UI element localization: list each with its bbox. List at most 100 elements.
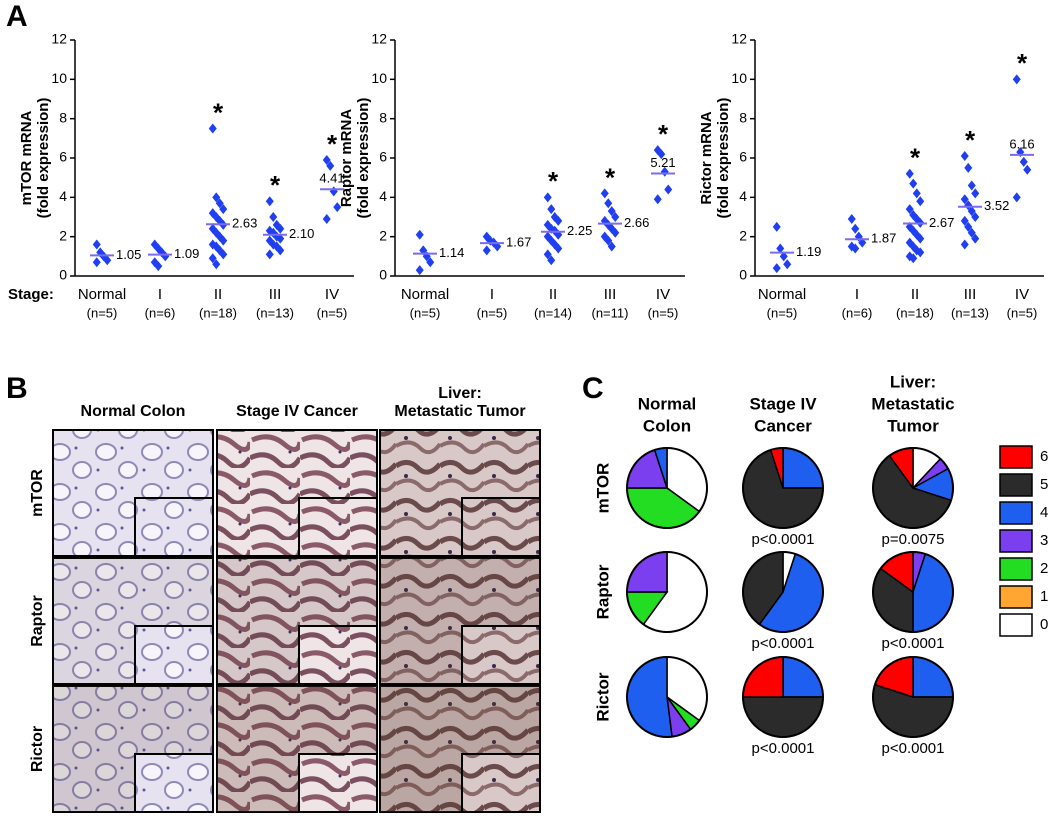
micrograph-inset <box>298 625 378 685</box>
data-point <box>964 221 973 232</box>
significance-marker: * <box>327 129 338 159</box>
n-label: (n=18) <box>199 305 237 320</box>
p-value: p<0.0001 <box>882 740 945 757</box>
n-label: (n=5) <box>477 305 508 320</box>
micrograph-inset <box>134 497 214 557</box>
data-point <box>776 243 785 254</box>
x-tick-label: IV <box>1015 286 1029 303</box>
mean-label: 5.21 <box>650 155 675 170</box>
data-point <box>92 239 101 250</box>
legend-swatch <box>999 445 1033 469</box>
data-point <box>269 212 278 222</box>
data-point <box>664 184 673 195</box>
legend-swatch <box>999 529 1033 553</box>
column-header: Liver: <box>890 372 936 391</box>
data-point <box>967 227 976 238</box>
legend-label: 4 <box>1040 504 1048 521</box>
significance-marker: * <box>965 125 976 155</box>
mean-label: 1.19 <box>796 244 821 259</box>
data-point <box>326 160 335 171</box>
legend-swatch <box>999 613 1033 637</box>
pie-outline <box>872 551 954 633</box>
mean-label: 2.25 <box>567 223 592 238</box>
x-tick-label: II <box>911 286 919 303</box>
column-header: Metastatic <box>871 394 954 413</box>
micrograph-inset <box>461 625 541 685</box>
p-value: p=0.0075 <box>882 531 945 548</box>
data-point <box>103 255 112 266</box>
data-point <box>960 239 969 250</box>
data-point <box>322 154 331 165</box>
n-label: (n=6) <box>842 305 873 320</box>
micrograph-inset <box>461 497 541 557</box>
y-tick-label: 4 <box>739 188 747 204</box>
data-point <box>912 188 921 199</box>
x-tick-label: IV <box>656 286 670 303</box>
data-point <box>426 257 435 268</box>
y-tick-label: 6 <box>379 149 387 165</box>
n-label: (n=13) <box>256 305 294 320</box>
significance-marker: * <box>548 166 559 196</box>
data-point <box>657 149 666 160</box>
n-label: (n=5) <box>767 305 798 320</box>
data-point <box>265 196 274 207</box>
data-point <box>783 259 792 270</box>
row-label: mTOR <box>29 469 46 517</box>
micrograph-inset <box>298 497 378 557</box>
n-label: (n=5) <box>648 305 679 320</box>
micrograph-inset <box>134 625 214 685</box>
y-axis-label: (fold expression) <box>355 98 372 219</box>
row-label: Raptor <box>593 564 612 619</box>
column-header: Cancer <box>754 416 812 435</box>
y-axis-label: mTOR mRNA <box>18 110 35 205</box>
x-tick-label: I <box>855 286 859 303</box>
panel-label: B <box>6 372 28 405</box>
data-point <box>547 255 556 266</box>
data-point <box>600 188 609 199</box>
p-value: p<0.0001 <box>752 635 815 652</box>
data-point <box>219 249 228 260</box>
x-tick-label: II <box>549 286 557 303</box>
data-point <box>779 251 788 262</box>
mean-label: 1.67 <box>506 235 531 250</box>
data-point <box>1012 192 1021 203</box>
data-point <box>604 198 613 209</box>
data-point <box>208 123 217 134</box>
data-point <box>909 253 918 264</box>
data-point <box>905 204 914 215</box>
mean-label: 1.09 <box>174 246 199 261</box>
data-point <box>1012 74 1021 85</box>
data-point <box>543 192 552 203</box>
y-tick-label: 0 <box>739 267 747 283</box>
micrograph-inset <box>298 753 378 813</box>
data-point <box>415 229 424 240</box>
legend-label: 0 <box>1040 616 1048 633</box>
column-header: Tumor <box>887 416 939 435</box>
data-point <box>547 204 556 215</box>
x-tick-label: Normal <box>758 286 806 303</box>
data-point <box>611 227 620 238</box>
data-point <box>219 235 228 246</box>
y-tick-label: 2 <box>59 227 67 243</box>
column-header: Stage IV Cancer <box>236 403 358 420</box>
column-header: Liver: <box>438 385 482 402</box>
pie-outline <box>626 447 708 529</box>
data-point <box>276 223 285 234</box>
y-axis-label: Raptor mRNA <box>338 109 355 208</box>
data-point <box>971 188 980 199</box>
legend-label: 5 <box>1040 476 1048 493</box>
data-point <box>909 178 918 189</box>
n-label: (n=5) <box>87 305 118 320</box>
y-tick-label: 8 <box>739 109 747 125</box>
x-tick-label: I <box>490 286 494 303</box>
n-label: (n=13) <box>951 305 989 320</box>
y-tick-label: 10 <box>371 70 387 86</box>
data-point <box>482 245 491 256</box>
panel-label: C <box>582 372 604 405</box>
n-label: (n=5) <box>1007 305 1038 320</box>
row-label: mTOR <box>593 463 612 514</box>
data-point <box>1023 164 1032 175</box>
y-tick-label: 0 <box>379 267 387 283</box>
x-tick-label: Normal <box>401 286 449 303</box>
